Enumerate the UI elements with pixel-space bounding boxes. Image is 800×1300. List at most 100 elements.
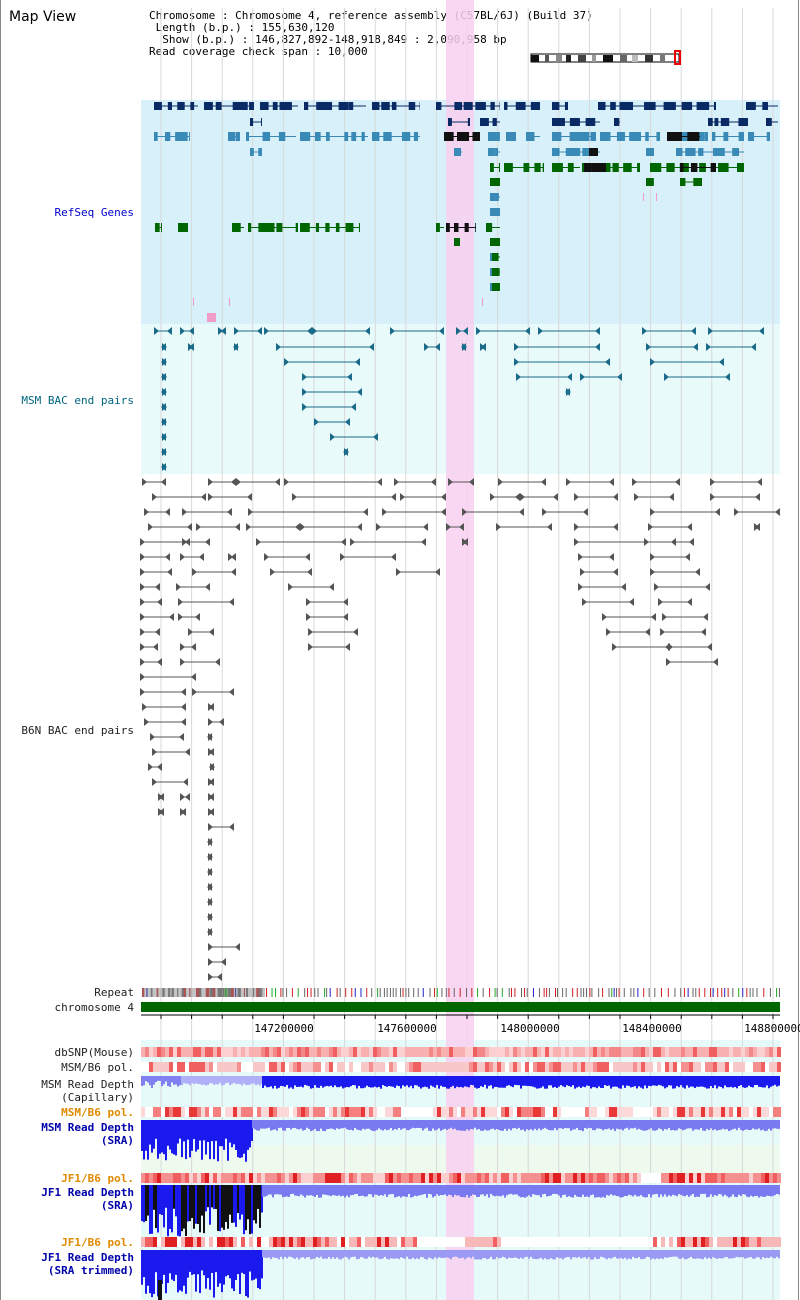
read-depth-bar: [678, 1076, 680, 1088]
read-depth-bar: [408, 1120, 410, 1131]
read-depth-bar: [610, 1250, 612, 1259]
heatmap-cell: [181, 1107, 185, 1117]
gene-exon: [464, 223, 469, 232]
heatmap-cell: [157, 1107, 161, 1117]
read-depth-bar: [562, 1120, 564, 1130]
read-depth-bar: [608, 1185, 610, 1196]
gene-exon: [737, 163, 744, 172]
track-label-b6n-bac[interactable]: B6N BAC end pairs: [21, 724, 134, 737]
heatmap-cell: [373, 1107, 377, 1117]
read-depth-bar: [338, 1076, 340, 1088]
msm-bac-end: [189, 343, 194, 351]
msm-bac-features[interactable]: [154, 327, 764, 471]
read-depth-bar: [264, 1185, 266, 1197]
read-depth-bar: [252, 1120, 254, 1128]
read-depth-bar: [167, 1185, 169, 1237]
read-depth-bar: [298, 1185, 300, 1197]
heatmap-cell: [617, 1173, 621, 1183]
b6n-bac-features[interactable]: [140, 478, 780, 981]
heatmap-cell: [205, 1047, 209, 1057]
msm-bac-end: [580, 373, 585, 381]
read-depth-bar: [278, 1120, 280, 1128]
read-depth-bar: [227, 1120, 229, 1161]
read-depth-bar: [478, 1120, 480, 1130]
read-depth-bar: [684, 1120, 686, 1130]
read-depth-bar: [247, 1250, 249, 1298]
read-depth-bar: [500, 1076, 502, 1088]
read-depth-bar: [658, 1250, 660, 1260]
heatmap-cell: [173, 1107, 177, 1117]
heatmap-cell: [433, 1237, 437, 1247]
track-label-refseq[interactable]: RefSeq Genes: [54, 206, 134, 219]
heatmap-cell: [777, 1107, 781, 1117]
read-depth-bar: [702, 1120, 704, 1131]
b6n-bac-end: [181, 703, 186, 711]
read-depth-bar: [710, 1120, 712, 1129]
b6n-bac-end: [191, 643, 196, 651]
heatmap-cell: [529, 1237, 533, 1247]
read-depth-bar: [237, 1185, 239, 1214]
heatmap-cell: [389, 1173, 393, 1183]
read-depth-bar: [576, 1185, 578, 1197]
heatmap-cell: [489, 1047, 493, 1057]
read-depth-bar: [600, 1120, 602, 1129]
heatmap-cell: [685, 1047, 689, 1057]
read-depth-bar: [584, 1120, 586, 1129]
highlight-region[interactable]: [446, 0, 474, 1300]
read-depth-bar: [388, 1076, 390, 1086]
read-depth-bar: [664, 1120, 666, 1129]
heatmap-cell: [449, 1047, 453, 1057]
gene-exon: [504, 102, 508, 110]
heatmap-cell: [685, 1107, 689, 1117]
refseq-gene-features[interactable]: [154, 102, 778, 322]
repeat-track: [142, 988, 780, 997]
heatmap-cell: [201, 1047, 205, 1057]
heatmap-cell: [537, 1047, 541, 1057]
heatmap-cell: [221, 1062, 225, 1072]
heatmap-cell: [261, 1062, 265, 1072]
heatmap-cell: [625, 1173, 629, 1183]
read-depth-bar: [264, 1120, 266, 1129]
read-depth-bar: [706, 1185, 708, 1198]
heatmap-cell: [769, 1107, 773, 1117]
heatmap-cell: [625, 1062, 629, 1072]
read-depth-bar: [306, 1076, 308, 1086]
b6n-bac-end: [650, 508, 655, 516]
read-depth-bar: [638, 1076, 640, 1087]
heatmap-cell: [269, 1062, 273, 1072]
heatmap-cell: [345, 1237, 349, 1247]
gene-exon: [629, 132, 641, 141]
heatmap-cell: [693, 1047, 697, 1057]
read-depth-bar: [742, 1250, 744, 1258]
heatmap-cell: [229, 1173, 233, 1183]
heatmap-cell: [193, 1173, 197, 1183]
track-label-msm-bac[interactable]: MSM BAC end pairs: [21, 394, 134, 407]
heatmap-cell: [485, 1107, 489, 1117]
read-depth-bar: [189, 1185, 191, 1222]
read-depth-bar: [342, 1250, 344, 1259]
read-depth-bar: [233, 1120, 235, 1145]
read-depth-bar: [330, 1076, 332, 1086]
heatmap-cell: [709, 1173, 713, 1183]
heatmap-cell: [249, 1062, 253, 1072]
read-depth-bar: [656, 1120, 658, 1131]
gene-exon: [504, 163, 513, 172]
heatmap-cell: [341, 1173, 345, 1183]
chromosome-ideogram[interactable]: [530, 50, 681, 65]
read-depth-bar: [652, 1250, 654, 1259]
heatmap-cell: [513, 1062, 517, 1072]
read-depth-bar: [708, 1120, 710, 1131]
read-depth-bar: [402, 1250, 404, 1259]
read-depth-bar: [676, 1185, 678, 1197]
heatmap-cell: [309, 1107, 313, 1117]
read-depth-bar: [219, 1185, 221, 1232]
heatmap-cell: [153, 1047, 157, 1057]
read-depth-bar: [536, 1185, 538, 1196]
heatmap-cell: [269, 1107, 273, 1117]
heatmap-cell: [393, 1047, 397, 1057]
read-depth-bar: [710, 1076, 712, 1087]
heatmap-cell: [433, 1047, 437, 1057]
heatmap-cell: [169, 1062, 173, 1072]
read-depth-bar: [628, 1185, 630, 1195]
